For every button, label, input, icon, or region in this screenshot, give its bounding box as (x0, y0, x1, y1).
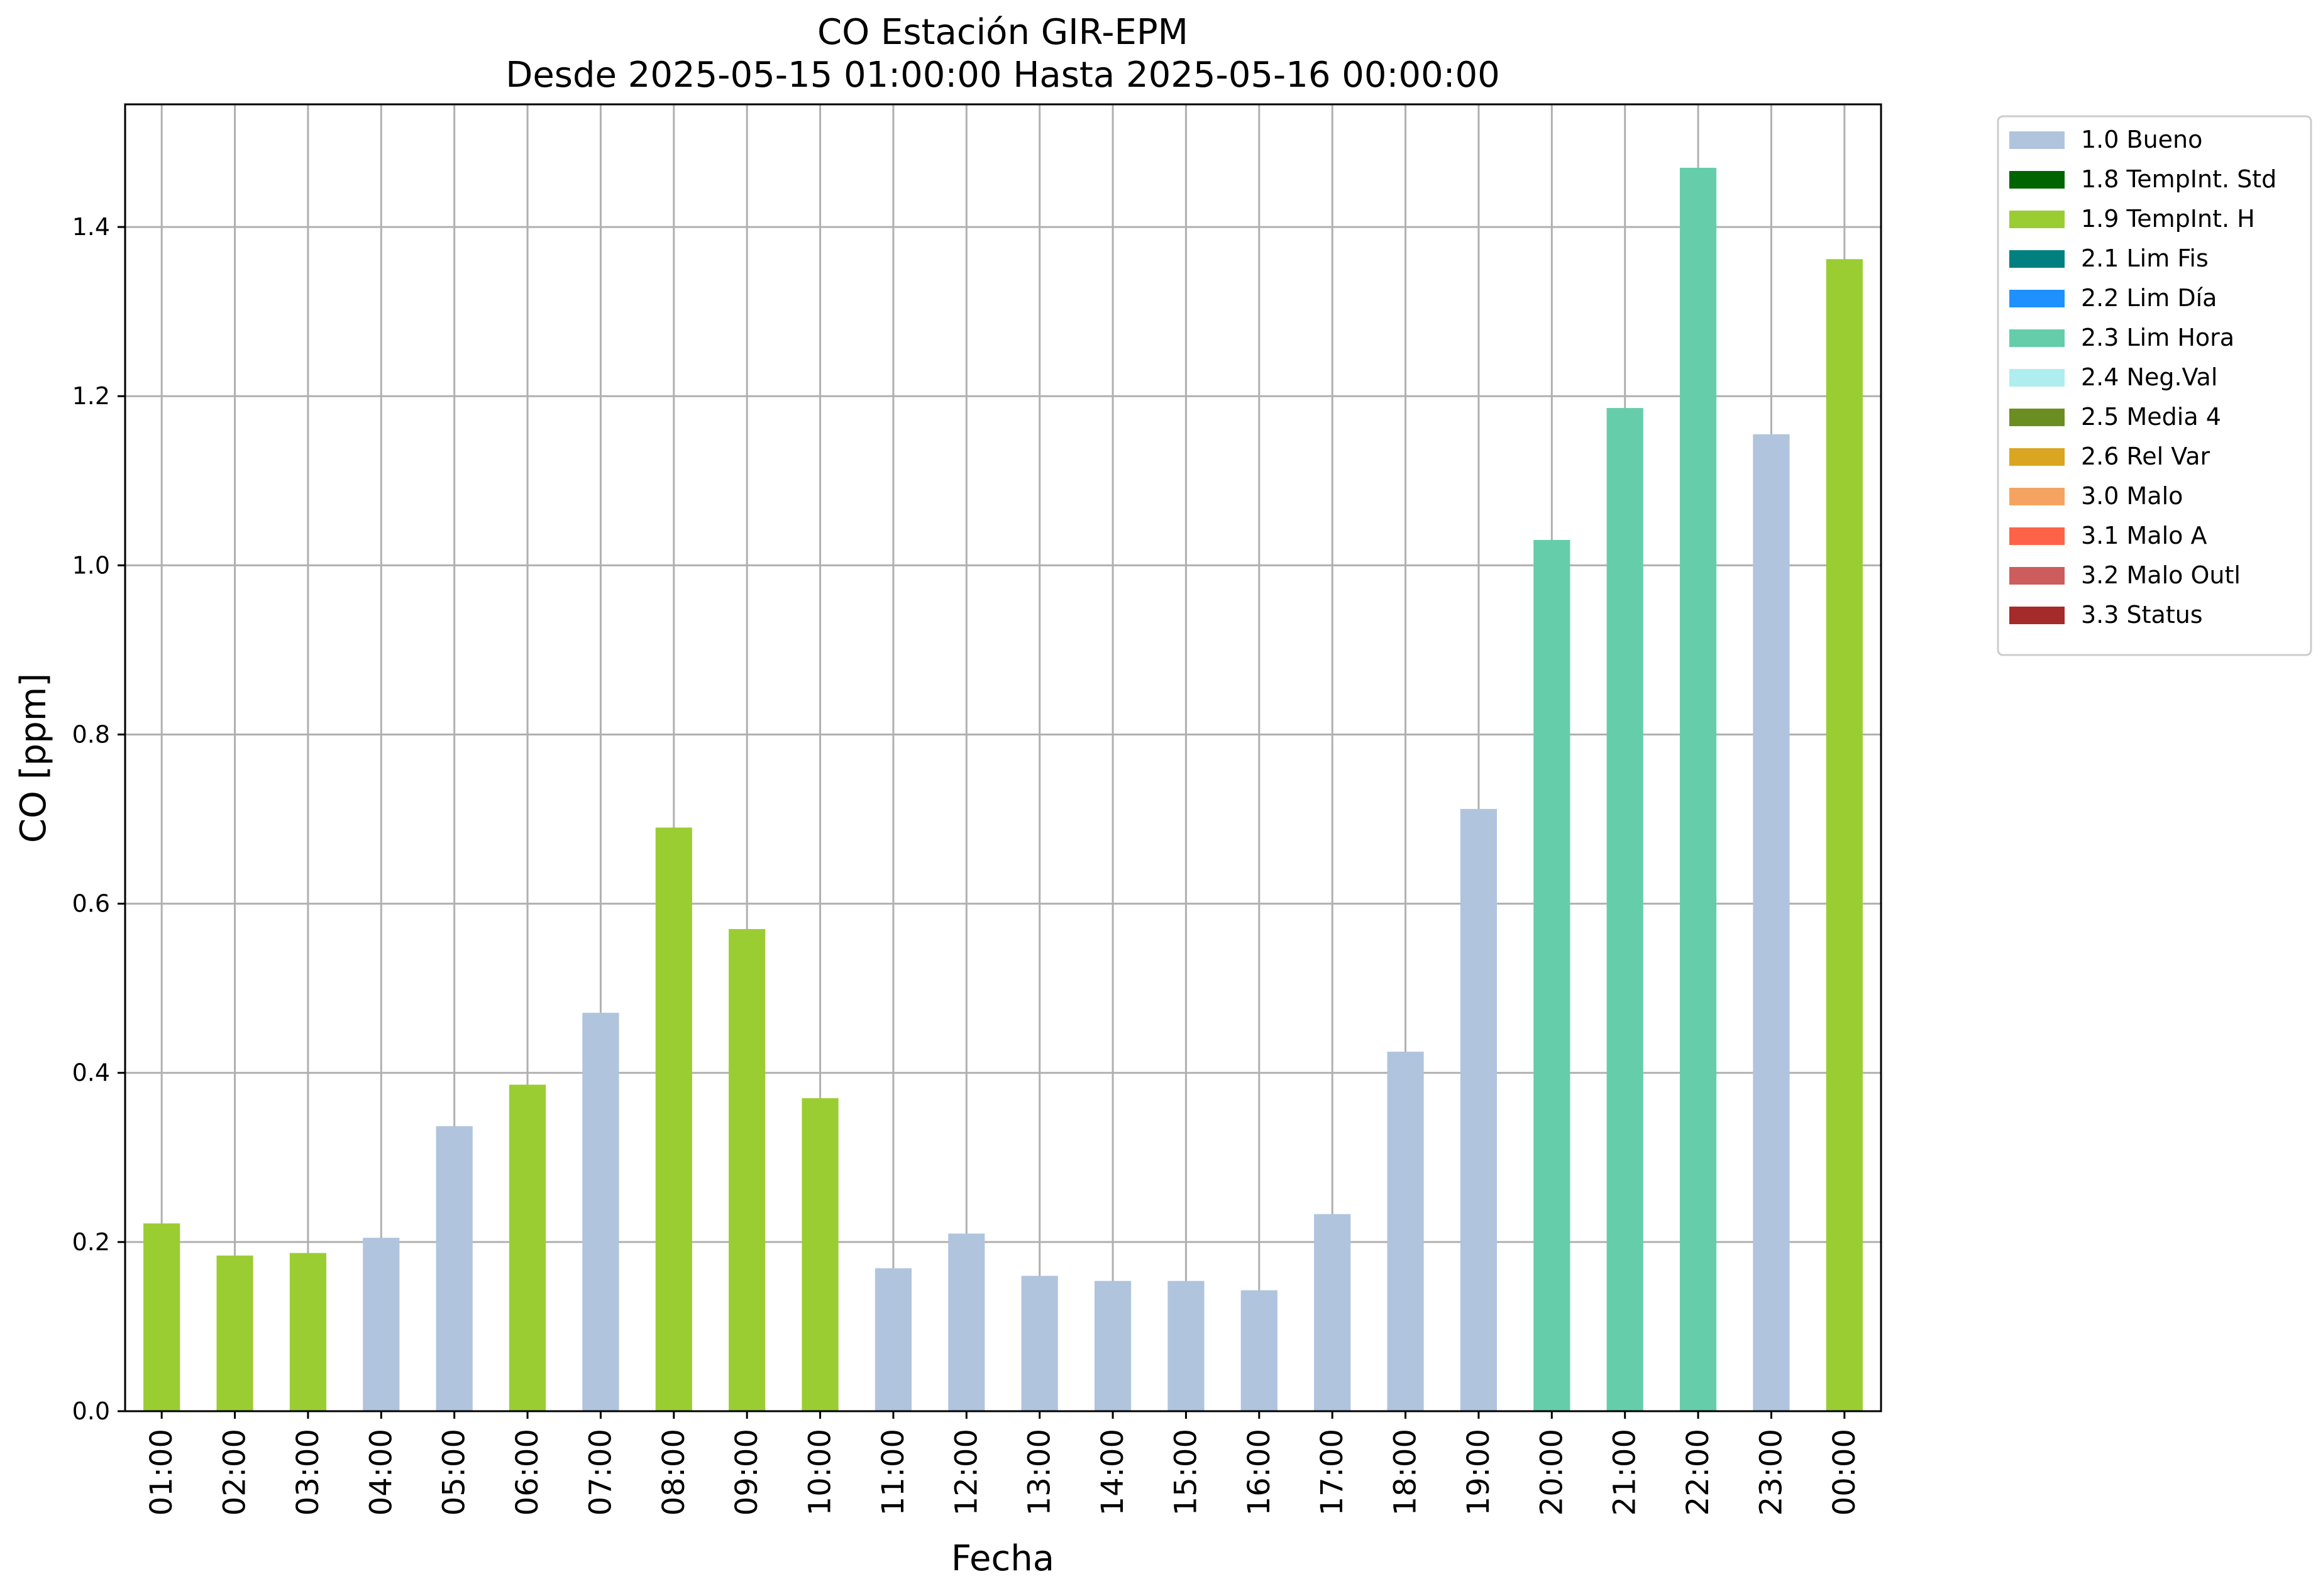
bar (363, 1238, 400, 1411)
x-tick-label: 00:00 (1827, 1429, 1862, 1516)
legend-swatch (2009, 211, 2065, 228)
bar (1679, 167, 1717, 1411)
legend-label: 2.2 Lim Día (2081, 284, 2217, 312)
bar (948, 1233, 985, 1411)
bar (875, 1268, 912, 1411)
legend-swatch (2009, 527, 2065, 545)
bar (1167, 1280, 1205, 1411)
y-tick-label: 0.4 (72, 1059, 110, 1087)
bar (1533, 540, 1570, 1411)
bar (289, 1253, 327, 1411)
legend-swatch (2009, 409, 2065, 426)
legend-label: 3.2 Malo Outl (2081, 561, 2241, 589)
bar (1606, 408, 1643, 1411)
bar (802, 1098, 839, 1411)
x-tick-label: 06:00 (510, 1429, 545, 1516)
bar (1021, 1275, 1058, 1411)
bars (143, 167, 1863, 1411)
chart-title: CO Estación GIR-EPM (817, 12, 1188, 53)
legend-label: 3.3 Status (2081, 601, 2203, 629)
legend-swatch (2009, 250, 2065, 268)
x-tick-label: 05:00 (437, 1429, 472, 1516)
x-tick-label: 20:00 (1534, 1429, 1569, 1516)
legend-swatch (2009, 131, 2065, 149)
x-tick-label: 15:00 (1168, 1429, 1203, 1516)
legend-label: 2.3 Lim Hora (2081, 324, 2234, 351)
bar (582, 1013, 619, 1411)
plot-frame (124, 103, 1882, 1412)
x-tick-label: 07:00 (583, 1429, 618, 1516)
x-tick-label: 11:00 (876, 1429, 911, 1516)
legend-label: 2.1 Lim Fis (2081, 245, 2209, 272)
y-tick-label: 1.2 (72, 382, 110, 410)
legend-label: 1.8 TempInt. Std (2081, 165, 2276, 193)
x-tick-label: 17:00 (1315, 1429, 1350, 1516)
legend-label: 3.1 Malo A (2081, 522, 2207, 549)
x-tick-label: 22:00 (1680, 1429, 1716, 1516)
legend: 1.0 Bueno 1.8 TempInt. Std 1.9 TempInt. H 2… (1997, 115, 2312, 656)
legend-label: 2.4 Neg.Val (2081, 363, 2217, 391)
legend-label: 1.9 TempInt. H (2081, 205, 2255, 233)
x-tick-label: 08:00 (656, 1429, 692, 1516)
legend-swatch (2009, 448, 2065, 466)
x-tick-label: 09:00 (729, 1429, 764, 1516)
x-axis: 01:00 02:00 03:00 04:00 05:00 06:00 07:00 08:00… (144, 1411, 1862, 1516)
x-tick-label: 16:00 (1242, 1429, 1277, 1516)
legend-box (1997, 115, 2312, 656)
legend-swatch (2009, 607, 2065, 624)
bar (1753, 434, 1790, 1411)
bar (1314, 1214, 1351, 1411)
y-tick-label: 0.0 (72, 1397, 110, 1425)
legend-swatch (2009, 290, 2065, 307)
x-tick-label: 19:00 (1461, 1429, 1496, 1516)
bar (1460, 808, 1498, 1411)
bar (1240, 1290, 1277, 1411)
x-tick-label: 04:00 (363, 1429, 399, 1516)
y-axis-label: CO [ppm] (13, 673, 54, 843)
bar (655, 827, 692, 1411)
x-tick-label: 10:00 (803, 1429, 838, 1516)
x-tick-label: 02:00 (218, 1429, 253, 1516)
x-tick-label: 18:00 (1388, 1429, 1423, 1516)
bar (216, 1255, 253, 1411)
legend-swatch (2009, 171, 2065, 189)
legend-label: 1.0 Bueno (2081, 126, 2202, 153)
bar (1094, 1280, 1132, 1411)
bar (1826, 259, 1863, 1411)
legend-swatch (2009, 329, 2065, 347)
bar (1387, 1052, 1424, 1411)
x-tick-label: 01:00 (144, 1429, 179, 1516)
y-tick-label: 1.0 (72, 551, 110, 579)
x-axis-label: Fecha (951, 1538, 1054, 1579)
y-tick-label: 1.4 (72, 213, 110, 241)
legend-label: 2.6 Rel Var (2081, 443, 2210, 470)
x-tick-label: 14:00 (1095, 1429, 1130, 1516)
x-tick-label: 12:00 (949, 1429, 984, 1516)
bar (436, 1126, 473, 1411)
x-tick-label: 23:00 (1753, 1429, 1789, 1516)
bar (729, 928, 766, 1411)
y-tick-label: 0.8 (72, 720, 110, 748)
y-axis: 0.0 0.2 0.4 0.6 0.8 1.0 1.2 1.4 (72, 213, 125, 1425)
legend-swatch (2009, 567, 2065, 585)
x-tick-label: 13:00 (1022, 1429, 1057, 1516)
chart-subtitle: Desde 2025-05-15 01:00:00 Hasta 2025-05-… (505, 55, 1500, 96)
legend-swatch (2009, 488, 2065, 505)
legend-swatch (2009, 369, 2065, 387)
x-tick-label: 03:00 (290, 1429, 326, 1516)
x-tick-label: 21:00 (1608, 1429, 1643, 1516)
legend-label: 3.0 Malo (2081, 482, 2183, 510)
legend-label: 2.5 Media 4 (2081, 403, 2221, 431)
bar (143, 1223, 180, 1411)
y-tick-label: 0.2 (72, 1228, 110, 1256)
y-tick-label: 0.6 (72, 890, 110, 918)
bar (509, 1084, 546, 1411)
